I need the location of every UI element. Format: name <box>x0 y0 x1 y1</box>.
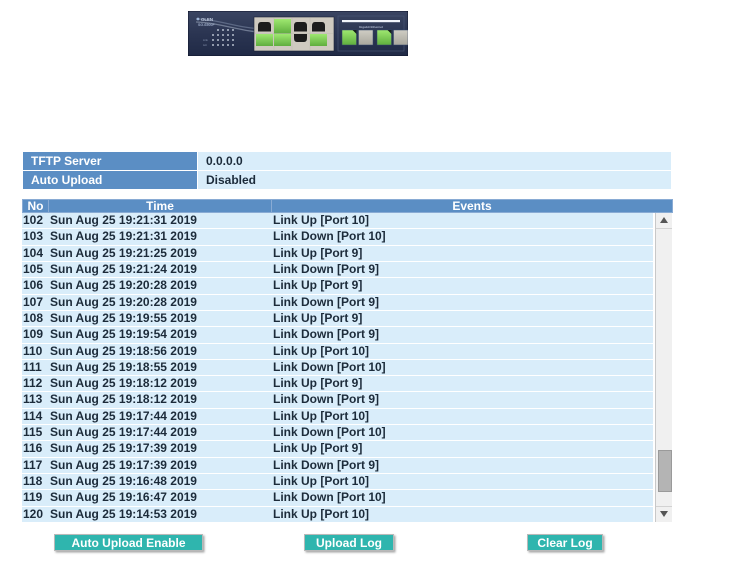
svg-text:SG-6500F: SG-6500F <box>198 23 215 27</box>
svg-text:Act: Act <box>203 43 207 47</box>
svg-text:OLEN: OLEN <box>201 17 213 22</box>
svg-text:Gigabit Ethernet: Gigabit Ethernet <box>359 25 383 29</box>
svg-text:Link: Link <box>203 38 208 42</box>
